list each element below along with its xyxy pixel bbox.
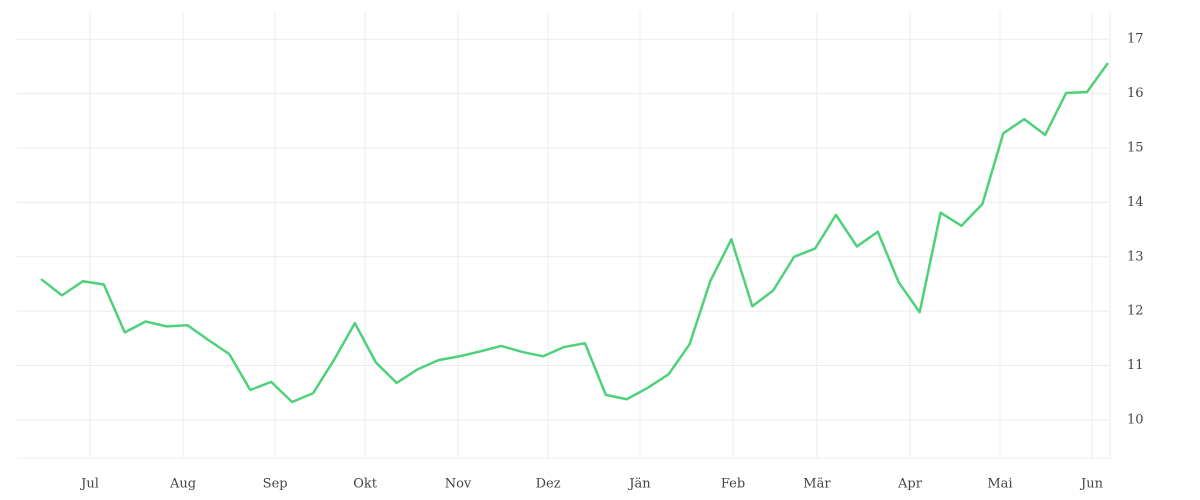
x-tick-label: Apr bbox=[897, 477, 923, 492]
x-tick-label: Jun bbox=[1079, 477, 1104, 492]
x-tick-label: Aug bbox=[169, 477, 196, 492]
x-tick-label: Jul bbox=[79, 477, 99, 492]
y-tick-label: 14 bbox=[1127, 195, 1144, 210]
y-tick-label: 10 bbox=[1127, 412, 1144, 427]
x-tick-label: Nov bbox=[445, 477, 472, 492]
y-tick-label: 11 bbox=[1127, 358, 1144, 373]
x-tick-label: Okt bbox=[353, 477, 378, 492]
y-tick-label: 17 bbox=[1127, 32, 1144, 47]
x-tick-label: Mär bbox=[803, 477, 831, 492]
x-tick-label: Dez bbox=[536, 477, 561, 492]
x-tick-label: Sep bbox=[263, 477, 288, 492]
y-tick-label: 12 bbox=[1127, 304, 1144, 319]
y-tick-label: 16 bbox=[1127, 86, 1144, 101]
x-tick-label: Jän bbox=[627, 477, 651, 492]
y-tick-label: 15 bbox=[1127, 140, 1144, 155]
x-tick-label: Mai bbox=[987, 477, 1012, 492]
y-tick-label: 13 bbox=[1127, 249, 1144, 264]
data-line bbox=[40, 62, 1109, 404]
x-tick-label: Feb bbox=[721, 477, 745, 492]
